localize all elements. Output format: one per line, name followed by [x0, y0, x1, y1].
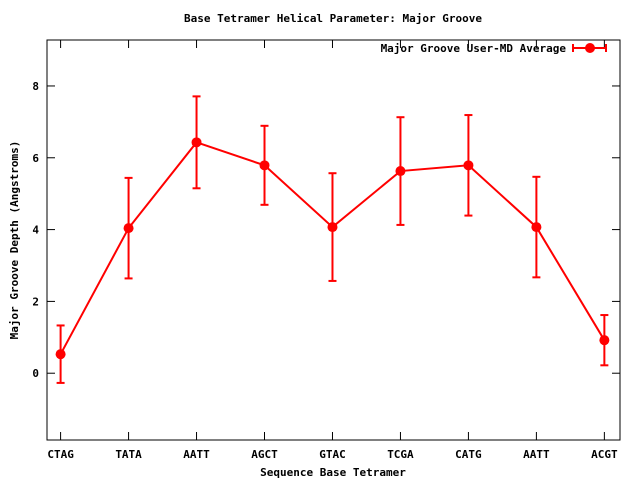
y-tick-label: 0: [32, 367, 39, 380]
series-marks: [55, 95, 610, 384]
x-tick-label: TATA: [115, 448, 142, 461]
x-tick-label: AATT: [523, 448, 550, 461]
chart-title: Base Tetramer Helical Parameter: Major G…: [184, 12, 482, 25]
plot-frame: [46, 39, 621, 441]
y-tick-label: 2: [32, 295, 39, 308]
legend-label: Major Groove User-MD Average: [381, 42, 567, 55]
x-tick-label: TCGA: [387, 448, 414, 461]
legend-marker: [585, 43, 595, 53]
legend: Major Groove User-MD Average: [381, 42, 607, 55]
x-tick-label: CTAG: [47, 448, 74, 461]
data-point: [463, 160, 474, 171]
x-axis-label: Sequence Base Tetramer: [260, 466, 406, 479]
x-tick-label: CATG: [455, 448, 482, 461]
x-tick-label: AATT: [183, 448, 210, 461]
data-point: [259, 160, 270, 171]
y-tick-label: 4: [32, 224, 39, 237]
y-tick-label: 6: [32, 152, 39, 165]
data-point: [531, 222, 542, 233]
data-point: [599, 335, 610, 346]
data-point: [191, 137, 202, 148]
x-tick-label: ACGT: [591, 448, 618, 461]
y-axis-label: Major Groove Depth (Angstroms): [8, 141, 21, 340]
y-tick-label: 8: [32, 80, 39, 93]
data-point: [123, 223, 134, 234]
data-point: [55, 349, 66, 360]
x-tick-label: AGCT: [251, 448, 278, 461]
data-point: [395, 166, 406, 177]
x-tick-label: GTAC: [319, 448, 346, 461]
ticks: 0 2 4 6 8 CTAG TATA AATT AGCT GTAC TCGA CATG AATT ACG…: [32, 40, 620, 461]
data-point: [327, 222, 338, 233]
